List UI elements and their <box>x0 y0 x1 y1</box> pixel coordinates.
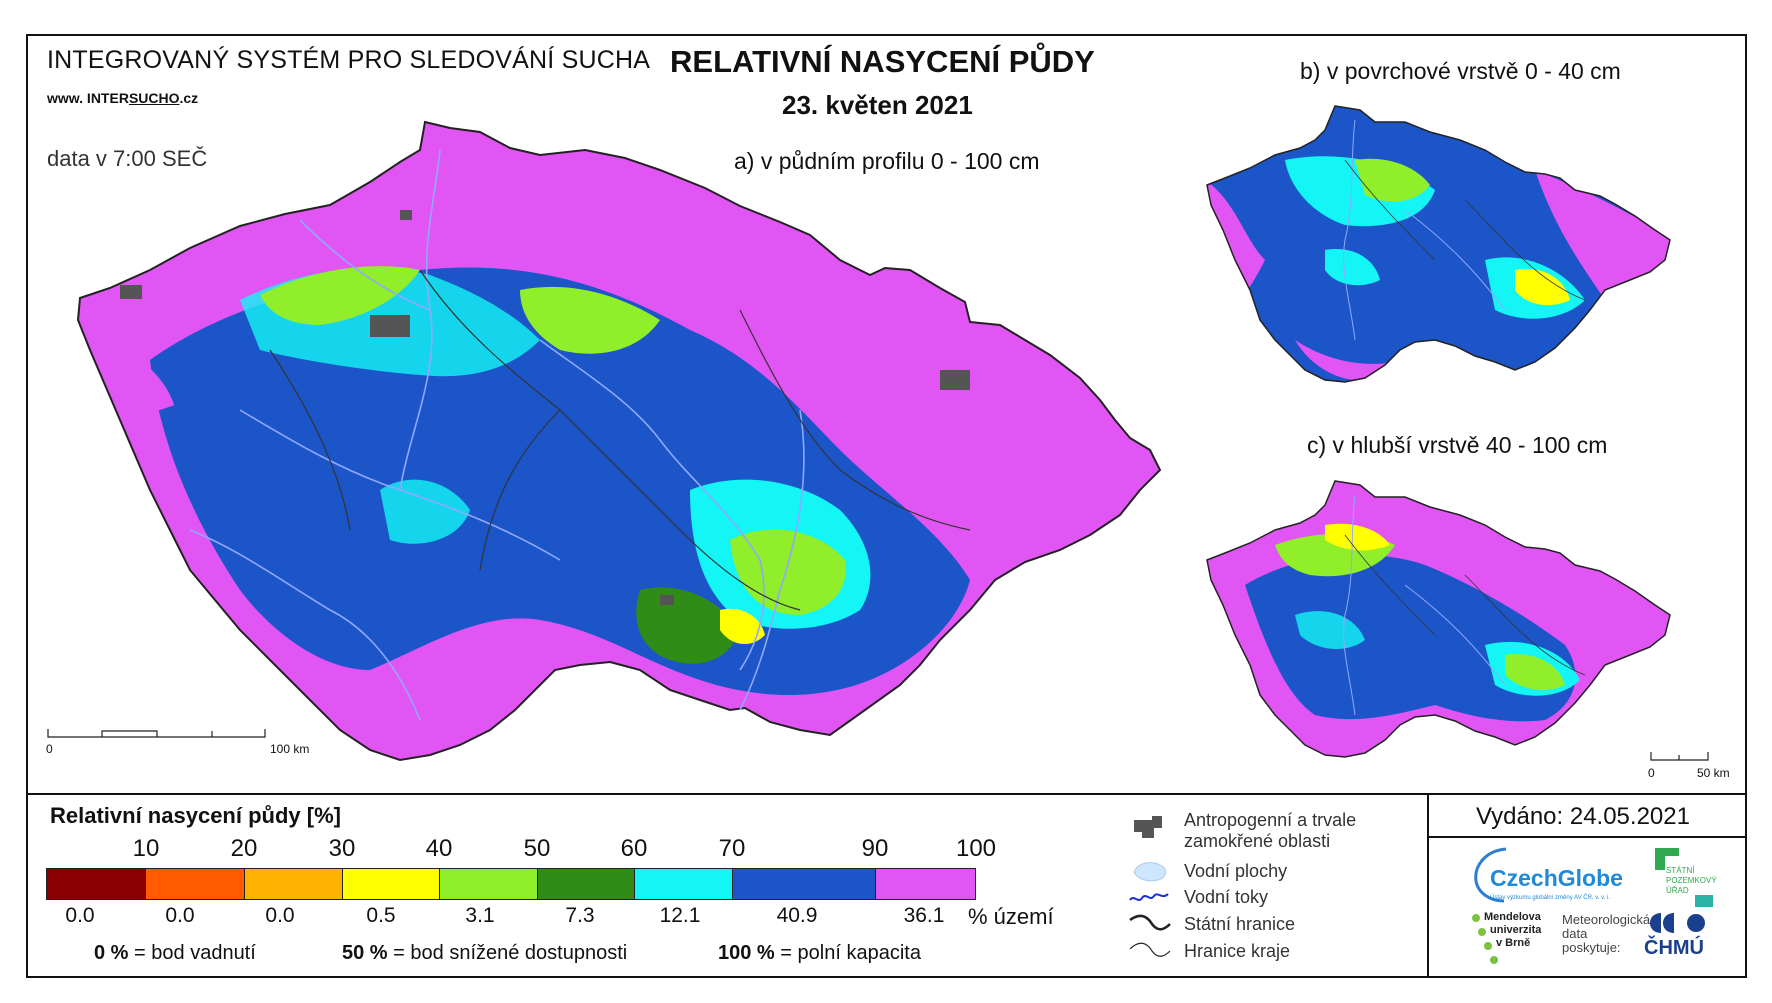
legend-pct-50-60: 7.3 <box>565 904 595 927</box>
chmu-logo: ČHMÚ <box>1644 937 1704 959</box>
note-wilting: 0 % = bod vadnutí <box>94 942 256 964</box>
legend-region-border: Hranice kraje <box>1184 941 1291 961</box>
legend-color-0-10 <box>46 868 146 900</box>
legend-color-10-20 <box>145 868 245 900</box>
mendel-line1: Mendelova <box>1484 911 1541 923</box>
map-frame <box>26 34 1747 978</box>
spu-line2: POZEMKOVÝ <box>1666 876 1717 885</box>
system-name: INTEGROVANÝ SYSTÉM PRO SLEDOVÁNÍ SUCHA <box>47 46 651 74</box>
legend-pct-60-70: 12.1 <box>659 904 701 927</box>
map-b-label: b) v povrchové vrstvě 0 - 40 cm <box>1300 58 1621 84</box>
spu-line1: STÁTNÍ <box>1666 866 1695 875</box>
spu-line3: ÚŘAD <box>1666 886 1689 895</box>
map-c-deeper-layer <box>1206 480 1671 758</box>
map-c-label: c) v hlubší vrstvě 40 - 100 cm <box>1307 432 1608 458</box>
spu-logo-icon <box>1655 848 1679 870</box>
mendel-logo-icon <box>1472 914 1498 964</box>
legend-color-30-40 <box>342 868 440 900</box>
legend-break-30: 30 <box>328 835 356 862</box>
legend-title: Relativní nasycení půdy [%] <box>50 803 341 828</box>
legend-state-border: Státní hranice <box>1184 914 1296 934</box>
legend-anthropogenic-line2: zamokřené oblasti <box>1184 831 1331 851</box>
data-time: data v 7:00 SEČ <box>47 146 208 171</box>
scale-main-end: 100 km <box>270 742 310 756</box>
legend-pct-0-10: 0.0 <box>65 904 95 927</box>
map-date: 23. květen 2021 <box>782 90 973 120</box>
urban-area-icon <box>1134 816 1162 838</box>
chmu-logo-icon <box>1650 913 1705 933</box>
czechglobe-logo: CzechGlobe <box>1490 865 1623 891</box>
legend-break-10: 10 <box>132 835 160 862</box>
legend-color-60-70 <box>634 868 733 900</box>
legend-pct-90-100: 36.1 <box>903 904 945 927</box>
map-title: RELATIVNÍ NASYCENÍ PŮDY <box>670 44 1095 79</box>
legend-rivers: Vodní toky <box>1184 887 1269 907</box>
legend-color-20-30 <box>244 868 343 900</box>
legend-color-40-50 <box>439 868 538 900</box>
legend-break-50: 50 <box>523 835 551 862</box>
water-body-icon <box>1133 862 1166 882</box>
legend-break-20: 20 <box>230 835 258 862</box>
map-a-soil-profile <box>76 120 1162 762</box>
region-border-icon <box>1129 942 1171 957</box>
met-data-line1: Meteorologická <box>1562 912 1651 927</box>
legend-color-70-90 <box>732 868 876 900</box>
scale-small-end: 50 km <box>1697 766 1730 780</box>
czechglobe-subtitle: Ústav výzkumu globální změny AV ČR, v. v… <box>1490 895 1611 901</box>
legend-pct-70-90: 40.9 <box>776 904 818 927</box>
czechglobe-logo-icon <box>1474 847 1507 903</box>
scale-bar-main-graphic <box>47 729 266 738</box>
legend-divider <box>26 793 1747 795</box>
legend-color-50-60 <box>537 868 635 900</box>
river-icon <box>1129 893 1169 901</box>
spu-logo-block <box>1695 895 1713 907</box>
met-data-line2: data <box>1562 926 1588 941</box>
legend-pct-20-30: 0.0 <box>265 904 295 927</box>
legend-pct-unit: % území <box>968 904 1054 929</box>
legend-pct-10-20: 0.0 <box>165 904 195 927</box>
legend-color-90-100 <box>875 868 976 900</box>
legend-break-90: 90 <box>861 835 889 862</box>
scale-main-start: 0 <box>46 742 53 756</box>
scale-bar-small <box>1650 752 1709 761</box>
legend-pct-40-50: 3.1 <box>465 904 495 927</box>
legend-break-70: 70 <box>718 835 746 862</box>
scale-small-start: 0 <box>1648 766 1655 780</box>
mendel-line2: univerzita <box>1490 924 1542 936</box>
legend-break-100: 100 <box>955 835 997 862</box>
legend-break-60: 60 <box>620 835 648 862</box>
legend-pct-30-40: 0.5 <box>366 904 396 927</box>
website-link[interactable]: www. INTERSUCHO.cz <box>47 90 199 106</box>
state-border-icon <box>1129 914 1171 931</box>
legend-water-bodies: Vodní plochy <box>1184 861 1288 881</box>
note-field-capacity: 100 % = polní kapacita <box>718 942 921 964</box>
map-b-surface-layer <box>1206 105 1671 383</box>
legend-break-40: 40 <box>425 835 453 862</box>
map-a-label: a) v půdním profilu 0 - 100 cm <box>734 148 1040 174</box>
note-reduced-availability: 50 % = bod snížené dostupnosti <box>342 942 628 964</box>
issued-divider <box>1429 836 1747 838</box>
scale-bar-main <box>47 726 267 738</box>
legend-anthropogenic-line1: Antropogenní a trvale <box>1184 810 1357 830</box>
issued-date: Vydáno: 24.05.2021 <box>1476 803 1690 830</box>
met-data-line3: poskytuje: <box>1562 940 1621 955</box>
mendel-line3: v Brně <box>1496 937 1531 949</box>
footer-divider <box>1427 793 1429 978</box>
